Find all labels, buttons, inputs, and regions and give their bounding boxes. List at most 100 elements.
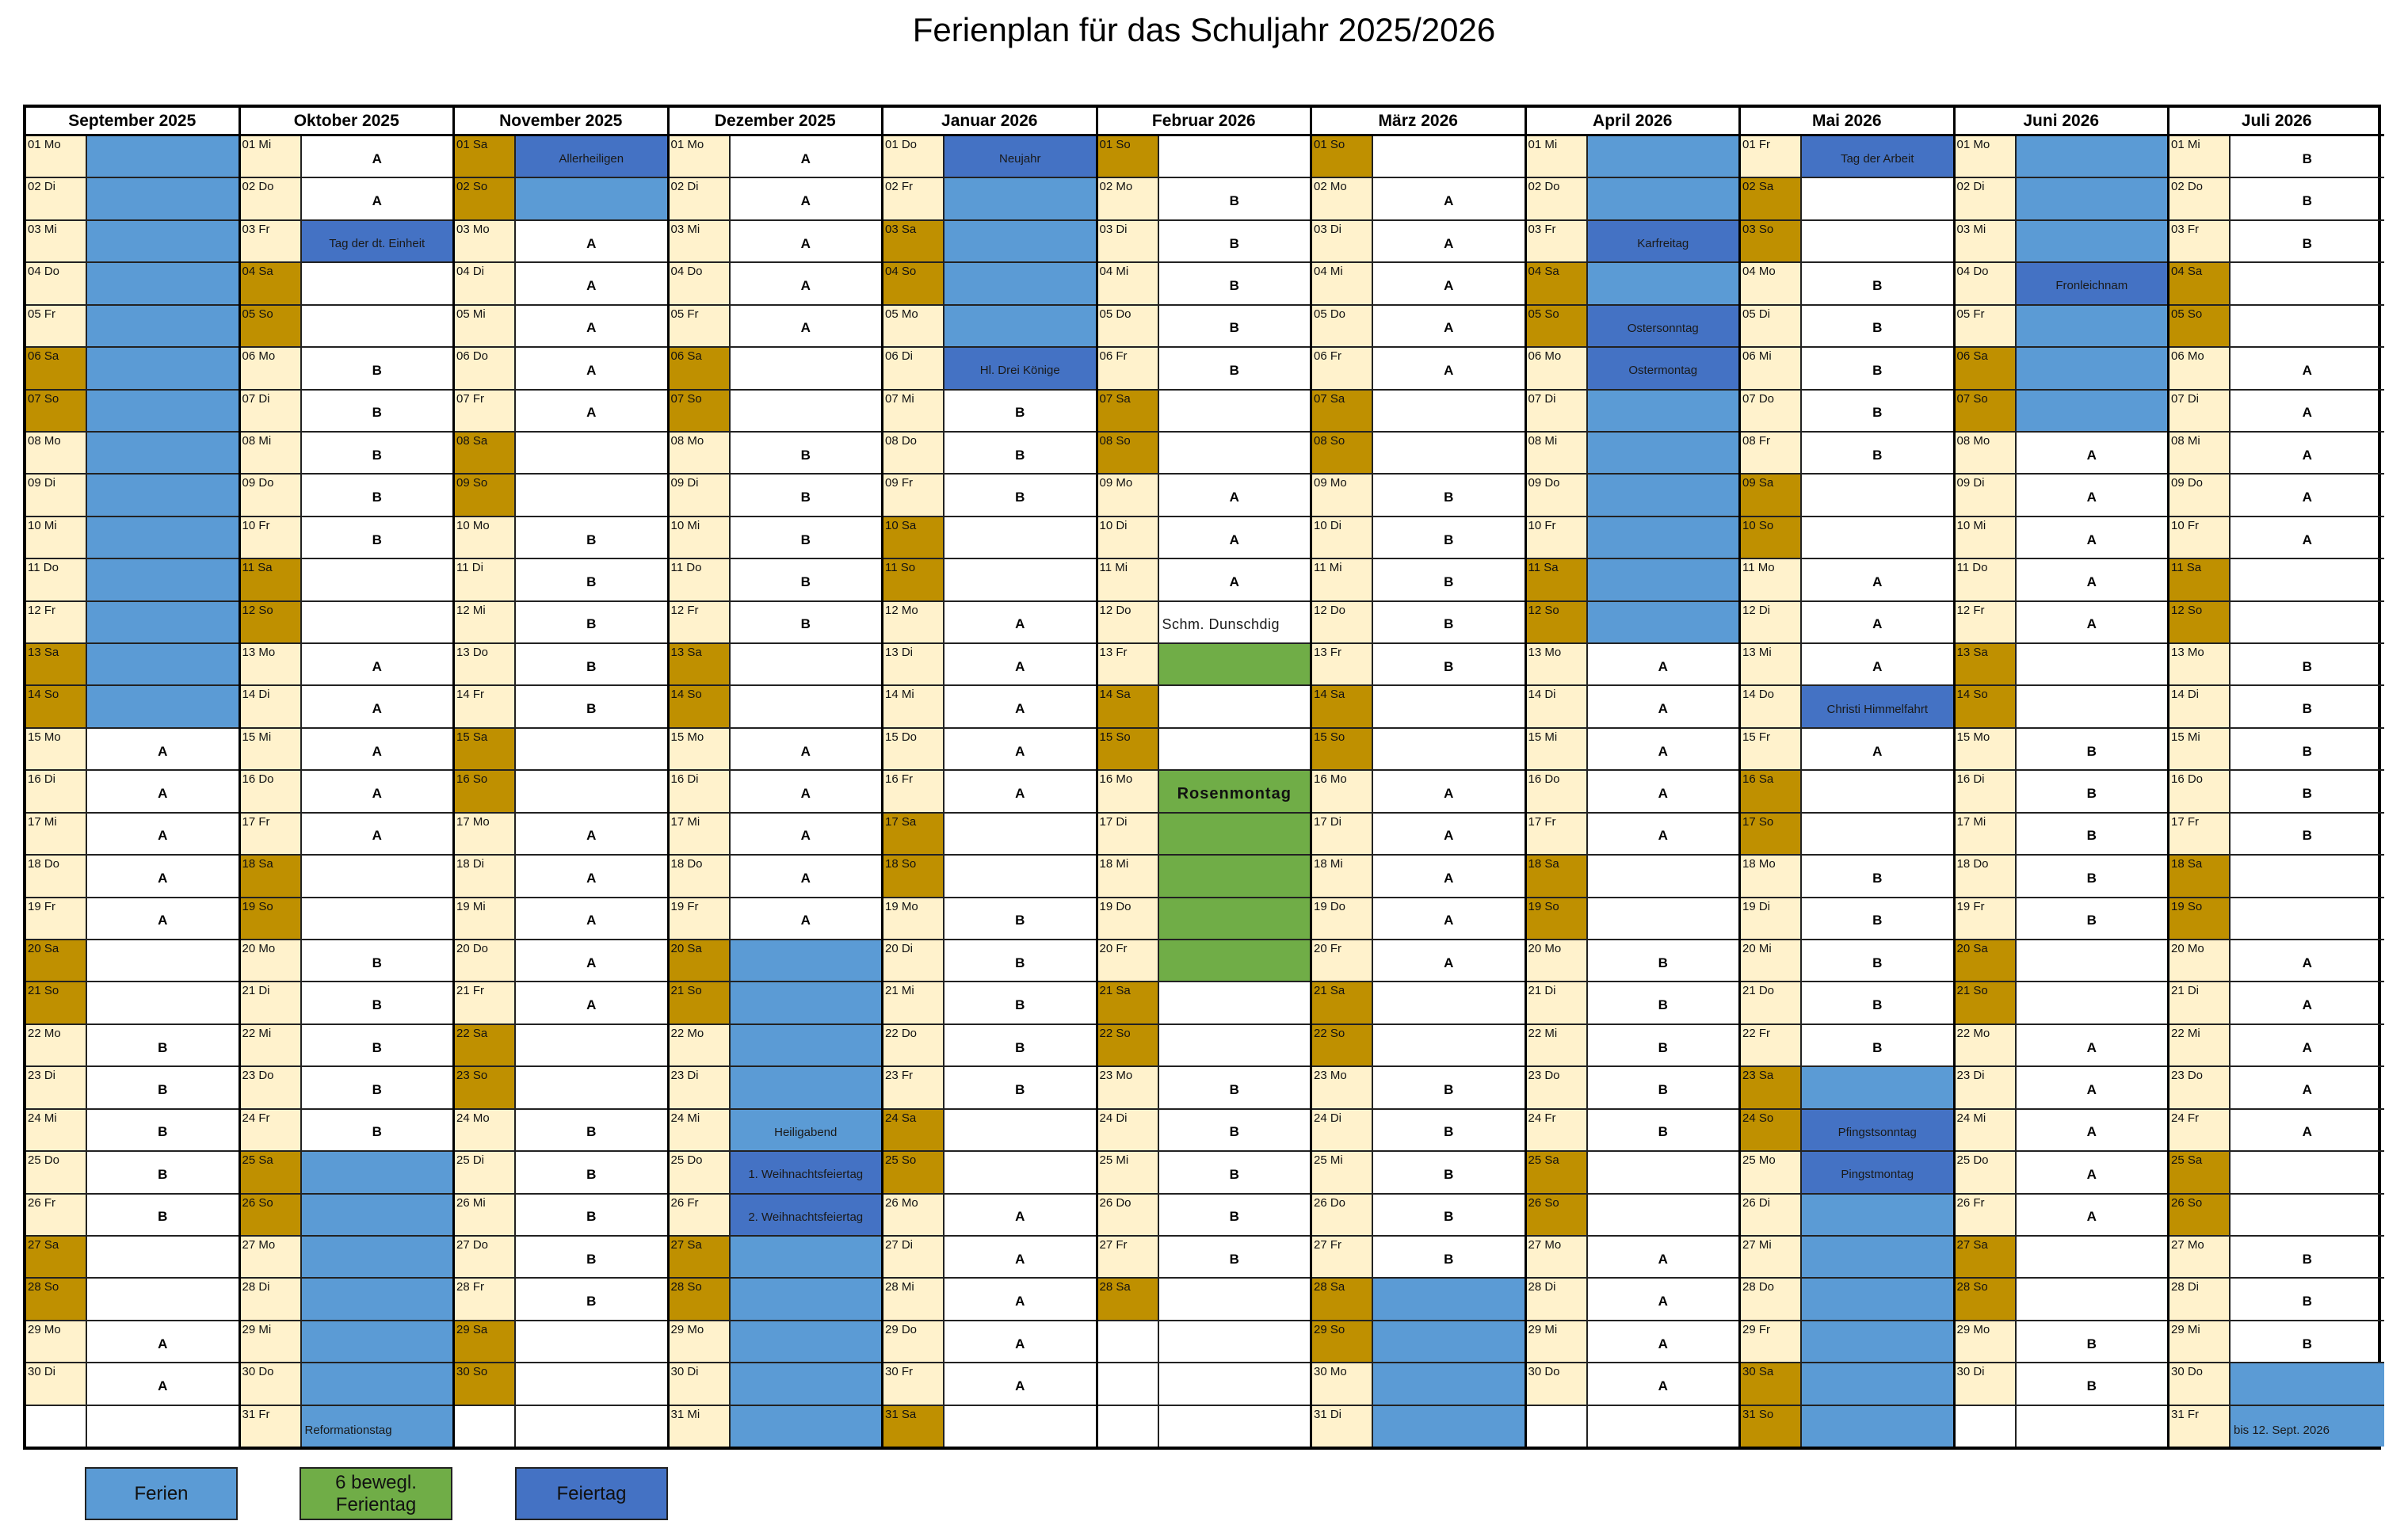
week-ab-cell: A: [2302, 955, 2312, 970]
week-ab-cell: B: [1444, 616, 1454, 632]
day-row: 13 Fr B: [1312, 644, 1525, 687]
day-row: 01 Mo A: [669, 136, 881, 179]
day-row: 08 Mi: [1526, 432, 1738, 475]
day-row: 27 Mo: [240, 1236, 452, 1279]
day-label: 21 So: [26, 982, 87, 1023]
legend-label: 6 bewegl. Ferientag: [335, 1471, 417, 1515]
day-row: 21 So: [26, 982, 239, 1025]
day-cell: [516, 1363, 667, 1404]
week-ab-cell: B: [2302, 1251, 2312, 1267]
day-label: 22 Mi: [2169, 1024, 2231, 1066]
day-label: 20 Mo: [240, 940, 302, 982]
week-ab-cell: B: [372, 362, 382, 378]
day-label: 16 Sa: [1741, 771, 1802, 812]
day-row: 19 Mi A: [455, 898, 667, 941]
day-row: 03 So: [1741, 220, 1953, 264]
day-label: 17 Mo: [455, 813, 516, 855]
day-cell: [2017, 1237, 2168, 1277]
month-header: Juni 2026: [1955, 108, 2167, 136]
week-ab-cell: A: [586, 235, 597, 251]
day-label: 04 Sa: [1526, 263, 1588, 304]
day-label: 16 Di: [669, 771, 731, 812]
week-ab-cell: B: [2302, 658, 2312, 674]
day-cell: [945, 517, 1096, 558]
week-ab-cell: A: [586, 913, 597, 928]
day-row: 17 Fr B: [2169, 813, 2384, 856]
day-label: 25 Do: [669, 1152, 731, 1193]
day-cell: [302, 898, 453, 939]
day-label: 10 Di: [1312, 517, 1373, 558]
week-ab-cell: A: [2086, 447, 2097, 463]
day-row: 02 Do B: [2169, 178, 2384, 221]
day-label: 20 Fr: [1097, 940, 1159, 982]
day-label: 02 Fr: [883, 178, 945, 219]
day-row: 14 Di A: [240, 686, 452, 729]
day-row: 23 Di B: [26, 1067, 239, 1110]
day-row: 16 Mo Rosenmontag: [1097, 771, 1310, 814]
day-label: 03 Di: [1097, 220, 1159, 262]
day-label: 25 Do: [26, 1152, 87, 1193]
day-label: 24 So: [1741, 1109, 1802, 1151]
day-cell: [1802, 517, 1953, 558]
day-row: 30 Sa: [1741, 1363, 1953, 1406]
day-row: 18 Sa: [1526, 856, 1738, 898]
day-label: 11 Sa: [240, 559, 302, 600]
day-row: 18 Mo B: [1741, 856, 1953, 898]
day-label: 17 So: [1741, 813, 1802, 855]
day-label: 06 Sa: [1955, 348, 2017, 389]
day-row: 05 Fr: [26, 305, 239, 349]
day-label: 19 Do: [1312, 898, 1373, 940]
day-cell: [516, 729, 667, 769]
day-cell: [516, 433, 667, 473]
day-row: 07 Fr A: [455, 390, 667, 433]
day-row: 15 Fr A: [1741, 728, 1953, 772]
day-label: 29 Mo: [26, 1321, 87, 1363]
day-row: 02 Do: [1526, 178, 1738, 221]
week-ab-cell: B: [2086, 786, 2097, 802]
day-label: 04 Do: [669, 263, 731, 304]
day-row: 31 Mi: [669, 1405, 881, 1447]
week-ab-cell: A: [2302, 997, 2312, 1013]
day-cell: [516, 1025, 667, 1065]
ferien-cell: [2016, 348, 2167, 389]
day-row: 19 Do: [1097, 898, 1310, 941]
day-row: 14 So: [26, 686, 239, 729]
week-ab-cell: B: [1872, 997, 1883, 1013]
day-row: 22 Do B: [883, 1024, 1096, 1068]
day-label: 07 Di: [240, 390, 302, 431]
day-label: [1097, 1321, 1159, 1363]
week-ab-cell: B: [2302, 701, 2312, 717]
day-label: 18 Do: [669, 856, 731, 897]
day-label: 04 Sa: [240, 263, 302, 304]
ferien-cell: [1802, 1067, 1953, 1108]
day-label: 07 Sa: [1312, 390, 1373, 431]
day-label: 17 Mi: [1955, 813, 2017, 855]
week-ab-cell: B: [800, 490, 811, 505]
day-row: 09 Do: [1526, 475, 1738, 517]
week-ab-cell: B: [2086, 870, 2097, 886]
day-label: 23 Mo: [1097, 1067, 1159, 1108]
day-label: 13 Fr: [1312, 644, 1373, 685]
week-ab-cell: A: [372, 193, 382, 209]
week-ab-cell: A: [2086, 1039, 2097, 1055]
week-ab-cell: A: [372, 828, 382, 844]
day-row: 25 So: [883, 1152, 1096, 1195]
day-label: 06 Fr: [1097, 348, 1159, 389]
day-row: 31 So: [1741, 1405, 1953, 1447]
day-row: 13 Sa: [26, 644, 239, 687]
day-label: 20 Sa: [669, 940, 731, 982]
week-ab-cell: A: [1444, 193, 1454, 209]
day-row: 07 Do B: [1741, 390, 1953, 433]
day-row: 15 Mo A: [26, 728, 239, 772]
day-row: 04 Sa: [240, 263, 452, 306]
day-label: 20 Fr: [1312, 940, 1373, 982]
ferien-cell: Reformationstag: [301, 1405, 452, 1447]
week-ab-cell: A: [800, 786, 811, 802]
day-row: 01 Mi B: [2169, 136, 2384, 179]
day-label: 10 So: [1741, 517, 1802, 558]
ferien-cell: [87, 475, 239, 516]
day-label: 09 Di: [1955, 475, 2017, 516]
week-ab-cell: A: [1872, 616, 1883, 632]
week-ab-cell: B: [2302, 1294, 2312, 1309]
week-ab-cell: B: [2302, 151, 2312, 166]
